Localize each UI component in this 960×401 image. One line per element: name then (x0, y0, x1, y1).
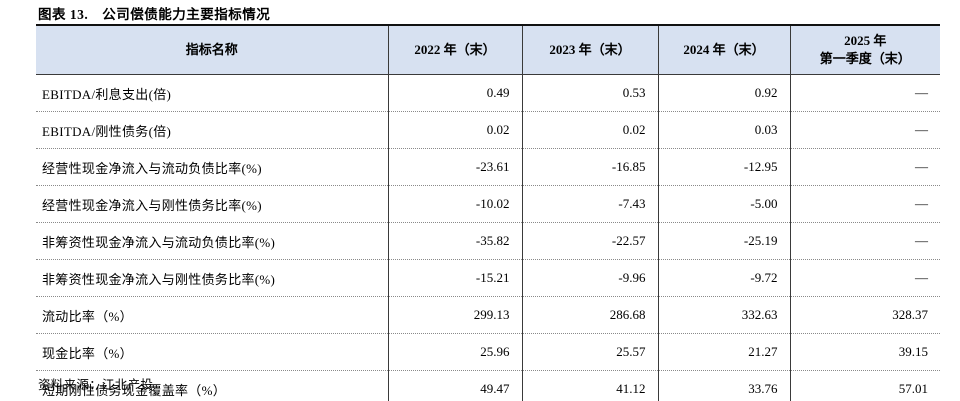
row-label: 经营性现金净流入与流动负债比率(%) (36, 148, 388, 186)
cell-value: 286.68 (521, 296, 658, 334)
table-row: 经营性现金净流入与流动负债比率(%) -23.61 -16.85 -12.95— (36, 148, 940, 186)
cell-value: -25.19 (657, 222, 790, 260)
cell-value: -10.02 (387, 185, 522, 223)
cell-value: -5.00 (657, 185, 790, 223)
cell-value: 41.12 (521, 370, 658, 401)
cell-value: -12.95 (657, 148, 790, 186)
cell-value: 0.53 (521, 74, 658, 112)
table-row: 非筹资性现金净流入与流动负债比率(%) -35.82 -22.57 -25.19— (36, 222, 940, 260)
cell-value: 57.01 (789, 370, 940, 401)
cell-value: -35.82 (387, 222, 522, 260)
cell-value: -7.43 (521, 185, 658, 223)
cell-value: 0.49 (387, 74, 522, 112)
cell-value: 0.02 (521, 111, 658, 149)
cell-value: 299.13 (387, 296, 522, 334)
cell-value: 328.37 (789, 296, 940, 334)
cell-value: 332.63 (657, 296, 790, 334)
cell-value: — (789, 185, 940, 223)
cell-value: 21.27 (657, 333, 790, 371)
cell-value: 39.15 (789, 333, 940, 371)
cell-value: 49.47 (387, 370, 522, 401)
row-label: 非筹资性现金净流入与流动负债比率(%) (36, 222, 388, 260)
cell-value: -9.72 (657, 259, 790, 297)
table-header-row: 指标名称 2022 年（末） 2023 年（末） 2024 年（末） 2025 年 第一… (36, 25, 940, 75)
cell-value: — (789, 74, 940, 112)
cell-value: 33.76 (657, 370, 790, 401)
cell-value: 25.96 (387, 333, 522, 371)
cell-value: — (789, 259, 940, 297)
row-label: 流动比率（%） (36, 296, 388, 334)
table-row: 非筹资性现金净流入与刚性债务比率(%) -15.21 -9.96 -9.72— (36, 259, 940, 297)
cell-value: -22.57 (521, 222, 658, 260)
cell-value: 0.03 (657, 111, 790, 149)
row-label: 非筹资性现金净流入与刚性债务比率(%) (36, 259, 388, 297)
cell-value: 0.92 (657, 74, 790, 112)
table-row: 流动比率（%） 299.13 286.68 332.63 328.37 (36, 296, 940, 334)
header-period-4: 2025 年 第一季度（末） (789, 25, 940, 75)
cell-value: -15.21 (387, 259, 522, 297)
table-row: 经营性现金净流入与刚性债务比率(%) -10.02 -7.43 -5.00— (36, 185, 940, 223)
figure-title: 图表 13. 公司偿债能力主要指标情况 (38, 7, 271, 22)
cell-value: — (789, 222, 940, 260)
row-label: EBITDA/刚性债务(倍) (36, 111, 388, 149)
source-note: 资料来源：江北产投 (38, 378, 154, 392)
cell-value: -16.85 (521, 148, 658, 186)
table-body: EBITDA/利息支出(倍) 0.49 0.53 0.92— EBITDA/刚性债务(倍… (36, 74, 940, 401)
cell-value: 25.57 (521, 333, 658, 371)
cell-value: -23.61 (387, 148, 522, 186)
table-header: 指标名称 2022 年（末） 2023 年（末） 2024 年（末） 2025 年 第一… (36, 25, 940, 75)
header-period-3: 2024 年（末） (657, 25, 790, 75)
table-row: EBITDA/刚性债务(倍) 0.02 0.02 0.03— (36, 111, 940, 149)
table-row: 现金比率（%） 25.96 25.57 21.27 39.15 (36, 333, 940, 371)
solvency-metrics-table: 指标名称 2022 年（末） 2023 年（末） 2024 年（末） 2025 年 第一… (36, 24, 940, 401)
table-row: 短期刚性债务现金覆盖率（%） 49.47 41.12 33.76 57.01 (36, 370, 940, 401)
header-period-2: 2023 年（末） (521, 25, 658, 75)
cell-value: -9.96 (521, 259, 658, 297)
row-label: 短期刚性债务现金覆盖率（%） (36, 370, 388, 401)
row-label: EBITDA/利息支出(倍) (42, 86, 172, 102)
cell-value: — (789, 111, 940, 149)
table-row: EBITDA/利息支出(倍) 0.49 0.53 0.92— (36, 74, 940, 112)
row-label: 现金比率（%） (36, 333, 388, 371)
cell-value: 0.02 (387, 111, 522, 149)
header-period-1: 2022 年（末） (387, 25, 522, 75)
header-indicator-name: 指标名称 (36, 25, 388, 75)
row-label: 经营性现金净流入与刚性债务比率(%) (36, 185, 388, 223)
cell-value: — (789, 148, 940, 186)
